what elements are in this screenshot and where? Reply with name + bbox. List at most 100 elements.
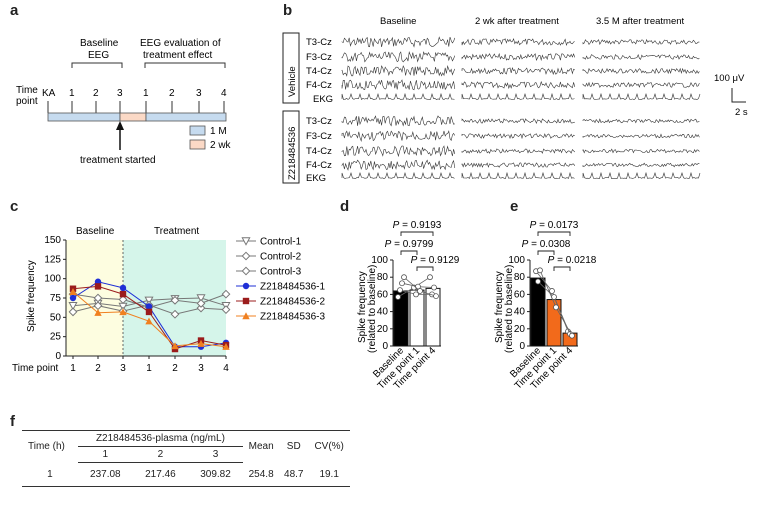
eeg-trace [341,79,456,91]
series-Z218484536-3: Z218484536-3 [69,288,325,350]
chart-c: Baseline Treatment 0 25 50 75 100 125 150 1 2 3 1 2 3 4… [12,226,325,374]
eeg-trace [582,81,700,89]
y-tick-label: 0 [519,341,525,352]
timeline-tick-label: 3 [117,88,123,99]
y-tick-label: 60 [514,289,526,300]
table-row: 1 237.08 217.46 309.82 254.8 48.7 19.1 [22,462,350,487]
data-point [413,291,419,298]
series-marker [69,294,77,302]
eeg-trace [341,36,456,48]
eeg-trace [582,67,700,75]
phase-label: Treatment [154,226,199,237]
y-tick-label: 60 [377,289,389,300]
significance-bracket [537,250,555,255]
sub-header-2: 2 [132,446,188,463]
series-marker [93,293,103,303]
eeg-trace [582,92,701,100]
channel-label: F3-Cz [306,131,332,142]
data-point [395,294,401,300]
sub-header-3: 3 [187,446,244,463]
legend-label: Control-2 [260,252,302,263]
scale-bar-voltage: 100 μV [714,73,745,84]
eeg-trace [341,159,456,171]
eeg-trace [461,133,575,140]
panel-label-f: f [10,413,15,430]
y-tick-label: 40 [514,307,526,318]
significance-bracket [400,231,434,236]
legend-label: Control-1 [260,237,302,248]
y-tick-label: 80 [377,272,389,283]
channel-label: T4-Cz [306,66,332,77]
series-marker [242,312,250,320]
y-tick-label: 100 [44,274,61,285]
eeg-eval-line1: EEG evaluation of [140,38,221,49]
data-point [401,274,407,281]
p-value-label: P = 0.0173 [530,220,579,231]
eeg-trace [461,162,576,168]
x-tick-label: 4 [223,363,229,374]
eeg-eval-line2: treatment effect [143,50,213,61]
eeg-trace [461,67,575,76]
row-value: 217.46 [132,462,188,487]
eeg-trace [341,92,455,101]
bar [530,277,546,347]
time-header: Time (h) [28,441,65,453]
series-marker [145,317,153,325]
x-tick-label: 1 [146,363,152,374]
treated-group-label: Z218484536 [287,127,298,180]
x-tick-label: 3 [120,363,126,374]
eeg-trace [582,133,700,139]
y-tick-label: 25 [50,332,62,343]
series-marker [68,302,78,311]
channel-label: EKG [306,173,326,184]
eeg-trace [461,92,575,100]
channel-label: T4-Cz [306,146,332,157]
sd-header: SD [286,441,301,453]
series-marker [69,288,77,296]
treatment-arrow-icon [116,121,124,130]
series-marker [241,251,251,261]
treated-group-box [282,110,300,184]
y-tick-label: 0 [382,341,388,352]
p-value-label: P = 0.9799 [385,239,434,250]
timeline-diagram: Baseline EEG EEG evaluation of treatment… [16,38,232,166]
legend-label-2wk: 2 wk [210,140,232,151]
eeg-trace [582,53,700,60]
data-point [549,288,555,294]
time-label: Time [16,85,38,96]
significance-bracket [416,266,434,271]
treatment-started-label: treatment started [80,155,156,166]
panel-label-d: d [340,198,350,215]
y-tick-label: 150 [44,235,61,246]
timeline-tick-label: 3 [196,88,202,99]
data-point [399,280,405,287]
eeg-trace [341,51,456,63]
series-marker [119,284,127,292]
series-marker [241,266,251,276]
series-marker [196,299,206,308]
column-baseline: Baseline [380,16,416,27]
data-point [537,267,543,274]
series-marker [196,303,206,313]
timeline-tick-label: 1 [143,88,149,99]
series-marker [170,295,180,305]
panel-label-e: e [510,198,519,215]
sub-header-1: 1 [77,446,133,463]
y-axis-label: Spike frequency [26,260,37,332]
column-3-5m: 3.5 M after treatment [596,16,685,27]
eeg-trace [461,80,576,90]
channel-label: F4-Cz [306,80,332,91]
baseline-bracket [71,62,123,68]
baseline-eeg-line2: EEG [88,50,109,61]
p-value-label: P = 0.9193 [393,220,442,231]
eeg-trace [461,171,575,179]
y-axis-label: Spike frequency [357,271,368,343]
ka-label: KA [42,88,56,99]
eeg-trace [582,118,700,124]
y-axis-label: (related to baseline) [367,265,378,353]
y-tick-label: 125 [44,254,61,265]
legend-label: Z218484536-2 [260,297,325,308]
panel-label-c: c [10,198,19,215]
